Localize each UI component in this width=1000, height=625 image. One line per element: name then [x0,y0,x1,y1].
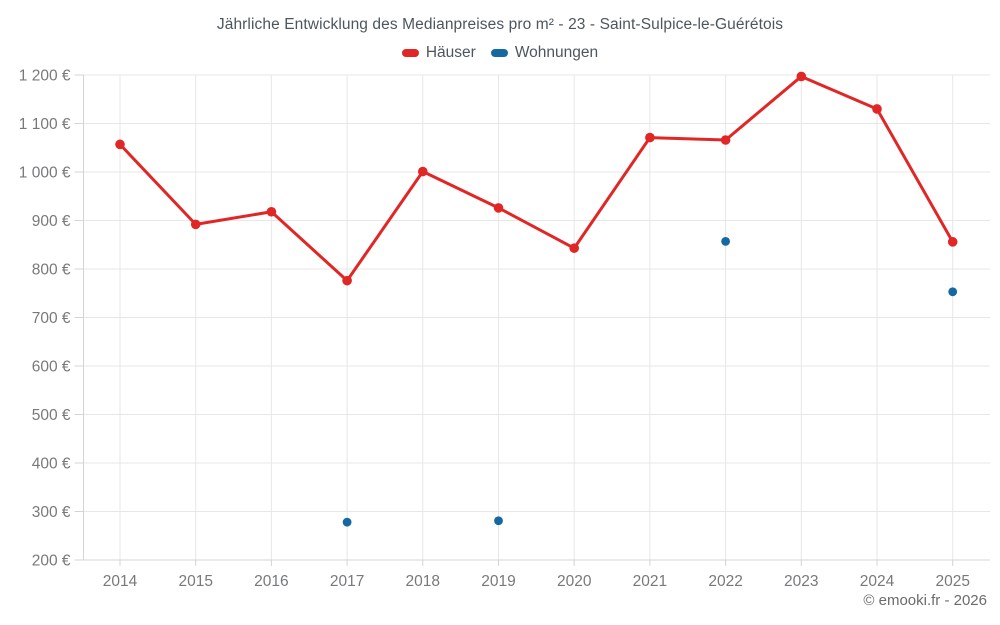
y-axis-label: 700 € [32,310,71,327]
legend-label-hauser: Häuser [425,44,476,61]
x-axis-label: 2024 [860,573,895,590]
wohnungen-data-point[interactable] [494,516,503,526]
x-axis-label: 2022 [708,573,742,590]
wohnungen-data-point[interactable] [948,287,958,297]
x-axis-label: 2018 [406,573,440,590]
x-axis-label: 2020 [557,573,592,590]
hauser-data-point[interactable] [418,166,428,177]
y-axis-label: 300 € [32,504,71,521]
hauser-series-swatch-icon [401,49,419,57]
wohnungen-data-point[interactable] [721,236,730,246]
hauser-data-point[interactable] [720,135,731,145]
wohnungen-series-swatch-icon [490,49,508,57]
wohnungen-data-point[interactable] [342,517,352,527]
x-axis-label: 2014 [103,573,138,590]
hauser-line [118,74,955,283]
hauser-data-point[interactable] [645,132,655,143]
x-axis-label: 2019 [481,573,515,590]
x-axis-label: 2021 [633,573,667,590]
hauser-data-point[interactable] [947,237,958,247]
x-axis-label: 2016 [254,573,288,590]
chart-legend: Häuser Wohnungen [0,44,1000,62]
y-axis-label: 1 100 € [19,116,71,133]
y-axis-label: 1 200 € [19,68,71,85]
chart-title: Jährliche Entwicklung des Medianpreises … [216,16,784,33]
hauser-data-point[interactable] [872,104,882,114]
x-axis-label: 2025 [935,573,969,590]
hauser-data-point[interactable] [190,219,201,230]
hauser-data-point[interactable] [266,206,277,217]
x-axis-label: 2017 [330,573,364,590]
y-axis-label: 500 € [32,407,71,424]
hauser-data-point[interactable] [569,243,579,253]
hauser-data-point[interactable] [796,71,807,82]
y-axis-label: 900 € [32,213,71,230]
hauser-data-point[interactable] [342,275,352,286]
y-axis-label: 600 € [32,359,71,376]
x-axis-label: 2023 [784,573,818,590]
x-axis-label: 2015 [178,573,212,590]
hauser-data-point[interactable] [493,203,504,213]
legend-item-hauser[interactable]: Häuser [401,44,476,62]
legend-item-wohnungen[interactable]: Wohnungen [490,44,599,62]
y-axis-label: 400 € [32,456,71,473]
y-axis-label: 200 € [32,553,71,570]
copyright-credit: © emooki.fr - 2026 [863,592,987,609]
legend-label-wohnungen: Wohnungen [514,44,599,61]
y-axis-label: 1 000 € [19,165,71,182]
y-axis-label: 800 € [32,262,71,279]
hauser-data-point[interactable] [115,139,125,150]
